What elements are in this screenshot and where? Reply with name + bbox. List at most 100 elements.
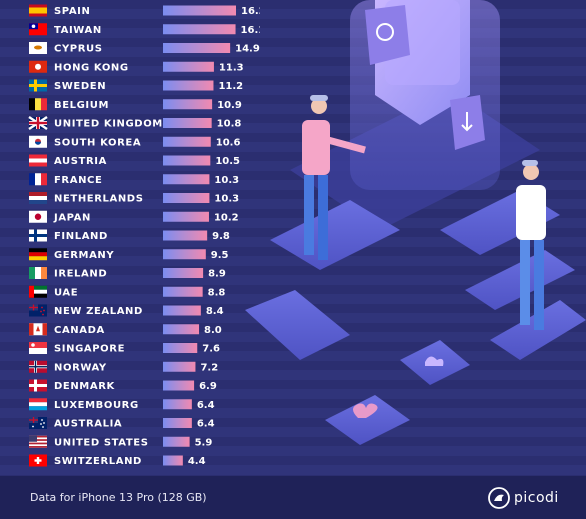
data-bar: [163, 436, 190, 447]
country-label: SINGAPORE: [54, 344, 125, 355]
country-row: JAPAN 10.2: [29, 210, 239, 223]
country-label: SWEDEN: [54, 81, 106, 92]
country-row: NEW ZEALAND 8.4: [29, 304, 224, 317]
data-bar: [163, 43, 231, 53]
data-bar: [163, 193, 210, 203]
country-label: NORWAY: [54, 362, 107, 373]
bar-chart: SPAIN 16.2 TAIWAN 16.1 CYPRUS 14.9 HONG KONG 11…: [28, 4, 260, 467]
country-row: NETHERLANDS 10.3: [29, 192, 239, 205]
country-label: HONG KONG: [54, 62, 129, 73]
data-value-label: 10.3: [214, 175, 239, 186]
country-row: UNITED STATES 5.9: [29, 435, 213, 448]
data-bar: [163, 361, 196, 372]
country-row: FINLAND 9.8: [29, 229, 230, 242]
data-bar: [163, 455, 183, 466]
country-row: IRELAND 8.9: [29, 267, 226, 280]
data-value-label: 14.9: [235, 44, 260, 55]
country-label: CANADA: [54, 325, 105, 336]
country-label: FINLAND: [54, 231, 108, 242]
country-label: BELGIUM: [54, 100, 109, 111]
country-row: NORWAY 7.2: [29, 360, 218, 373]
switzerland-flag-icon: [29, 454, 47, 467]
hong-kong-flag-icon: [29, 60, 47, 73]
country-label: UAE: [54, 287, 78, 298]
data-bar: [163, 286, 203, 297]
country-label: TAIWAN: [54, 25, 102, 36]
taiwan-flag-icon: [29, 23, 47, 36]
united-states-flag-icon: [29, 435, 47, 448]
country-label: CYPRUS: [54, 44, 103, 55]
data-bar: [163, 343, 198, 353]
data-value-label: 16.1: [241, 25, 260, 36]
country-label: SWITZERLAND: [54, 456, 142, 467]
data-bar: [163, 80, 214, 91]
picodi-logo[interactable]: picodi: [488, 486, 559, 510]
singapore-flag-icon: [29, 342, 47, 354]
data-value-label: 4.4: [188, 456, 206, 467]
footer-bar: Data for iPhone 13 Pro (128 GB) picodi: [0, 476, 586, 519]
footer-note: Data for iPhone 13 Pro (128 GB): [30, 491, 207, 504]
country-row: HONG KONG 11.3: [29, 60, 244, 73]
data-value-label: 9.5: [211, 250, 229, 261]
country-row: BELGIUM 10.9: [29, 98, 242, 111]
data-value-label: 10.6: [216, 137, 241, 148]
data-value-label: 10.8: [217, 119, 242, 130]
austria-flag-icon: [29, 154, 47, 167]
belgium-flag-icon: [29, 98, 47, 111]
data-value-label: 6.4: [197, 400, 215, 411]
country-row: CYPRUS 14.9: [29, 42, 260, 55]
country-label: IRELAND: [54, 269, 107, 280]
data-value-label: 9.8: [212, 231, 230, 242]
france-flag-icon: [29, 173, 47, 186]
data-value-label: 6.9: [199, 381, 217, 392]
data-bar: [163, 211, 209, 222]
iphone-illustration: [245, 0, 586, 445]
country-row: TAIWAN 16.1: [29, 23, 260, 36]
sweden-flag-icon: [29, 79, 47, 92]
data-bar: [163, 418, 192, 428]
data-value-label: 5.9: [195, 437, 213, 448]
data-value-label: 11.2: [218, 81, 243, 92]
data-value-label: 8.0: [204, 325, 222, 336]
picodi-bird-icon: [488, 487, 510, 509]
country-row: SOUTH KOREA 10.6: [29, 135, 241, 148]
country-row: UNITED KINGDOM 10.8: [28, 116, 242, 130]
data-bar: [163, 155, 211, 166]
country-label: NEW ZEALAND: [54, 306, 143, 317]
data-bar: [163, 99, 213, 110]
data-bar: [163, 24, 236, 35]
data-value-label: 7.6: [202, 344, 220, 355]
canada-flag-icon: [29, 323, 47, 336]
brand-name: picodi: [514, 490, 559, 506]
data-bar: [163, 249, 206, 260]
data-value-label: 10.3: [214, 194, 239, 205]
data-value-label: 16.2: [241, 6, 260, 17]
spain-flag-icon: [29, 4, 47, 17]
data-bar: [163, 268, 204, 278]
country-label: UNITED STATES: [54, 437, 149, 448]
data-bar: [163, 230, 208, 241]
data-value-label: 11.3: [219, 62, 244, 73]
australia-flag-icon: [29, 417, 47, 429]
country-label: GERMANY: [54, 250, 114, 261]
ireland-flag-icon: [29, 267, 47, 279]
netherlands-flag-icon: [29, 192, 47, 204]
data-value-label: 10.9: [217, 100, 242, 111]
country-label: JAPAN: [53, 212, 91, 223]
data-bar: [163, 380, 195, 391]
country-row: DENMARK 6.9: [29, 379, 217, 392]
country-label: SPAIN: [54, 6, 90, 17]
data-value-label: 6.4: [197, 419, 215, 430]
data-bar: [163, 5, 236, 16]
data-bar: [163, 324, 200, 335]
finland-flag-icon: [29, 229, 47, 242]
data-bar: [163, 174, 210, 185]
data-value-label: 7.2: [200, 362, 218, 373]
luxembourg-flag-icon: [29, 398, 47, 411]
data-value-label: 10.5: [215, 156, 240, 167]
country-label: NETHERLANDS: [54, 194, 144, 205]
country-label: UNITED KINGDOM: [54, 119, 163, 130]
united-kingdom-flag-icon: [28, 116, 48, 130]
country-row: SPAIN 16.2: [29, 4, 260, 17]
data-value-label: 8.4: [206, 306, 224, 317]
